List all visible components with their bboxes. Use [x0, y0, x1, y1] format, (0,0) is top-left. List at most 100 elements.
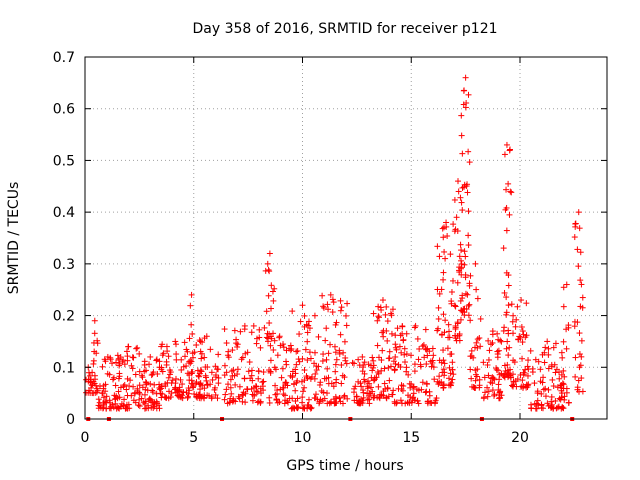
data-point: [563, 385, 570, 392]
data-point: [509, 318, 516, 325]
data-point: [457, 297, 464, 304]
data-point: [260, 369, 267, 376]
data-point: [350, 389, 357, 396]
data-point: [93, 350, 100, 357]
data-point: [358, 383, 365, 390]
data-point: [177, 393, 184, 400]
data-point: [237, 328, 244, 335]
data-point: [361, 370, 368, 377]
data-point: [441, 372, 448, 379]
data-point: [187, 302, 194, 309]
data-point: [496, 376, 503, 383]
data-point: [277, 342, 284, 349]
data-point: [257, 385, 264, 392]
data-point: [424, 352, 431, 359]
data-point: [153, 357, 160, 364]
data-point: [253, 383, 260, 390]
data-point: [511, 359, 518, 366]
data-point: [269, 288, 276, 295]
data-point: [294, 377, 301, 384]
data-point: [500, 245, 507, 252]
data-point: [263, 334, 270, 341]
data-point: [201, 354, 208, 361]
data-point: [516, 333, 523, 340]
data-point: [558, 349, 565, 356]
data-point: [550, 383, 557, 390]
data-point: [325, 306, 332, 313]
data-point: [308, 404, 315, 411]
data-point: [99, 363, 106, 370]
data-point: [254, 399, 261, 406]
data-point: [429, 359, 436, 366]
data-point: [465, 232, 472, 239]
data-point: [452, 226, 459, 233]
data-point: [495, 381, 502, 388]
data-point: [159, 352, 166, 359]
data-point: [371, 376, 378, 383]
data-point: [208, 369, 215, 376]
data-point: [370, 357, 377, 364]
data-point: [278, 374, 285, 381]
data-point: [428, 363, 435, 370]
data-point: [185, 385, 192, 392]
data-point: [459, 308, 466, 315]
data-point: [509, 371, 516, 378]
data-point-peak: [544, 338, 551, 345]
data-point: [560, 338, 567, 345]
data-point: [461, 261, 468, 268]
data-point: [487, 379, 494, 386]
data-point: [300, 388, 307, 395]
data-point: [169, 377, 176, 384]
data-point: [503, 311, 510, 318]
data-point: [505, 302, 512, 309]
data-point: [401, 351, 408, 358]
data-point: [575, 263, 582, 270]
data-point: [375, 303, 382, 310]
data-point-peak: [503, 141, 510, 148]
data-point: [324, 365, 331, 372]
data-point: [303, 373, 310, 380]
data-point: [90, 357, 97, 364]
data-point: [472, 371, 479, 378]
data-point: [164, 348, 171, 355]
data-point: [576, 364, 583, 371]
data-point: [448, 298, 455, 305]
data-point: [301, 377, 308, 384]
data-point-peak: [575, 209, 582, 216]
data-point: [266, 399, 273, 406]
data-point: [337, 331, 344, 338]
data-point-peak: [203, 333, 210, 340]
data-point: [498, 338, 505, 345]
data-point: [540, 374, 547, 381]
data-point: [215, 374, 222, 381]
data-point: [159, 368, 166, 375]
data-point: [390, 358, 397, 365]
data-point: [476, 334, 483, 341]
data-point: [454, 279, 461, 286]
data-point: [320, 303, 327, 310]
data-point: [360, 394, 367, 401]
data-point: [452, 326, 459, 333]
data-point: [542, 344, 549, 351]
data-point: [505, 180, 512, 187]
data-point: [134, 344, 141, 351]
data-point: [290, 380, 297, 387]
data-point: [477, 315, 484, 322]
data-point: [399, 323, 406, 330]
data-point: [204, 382, 211, 389]
data-point: [212, 374, 219, 381]
data-point: [383, 303, 390, 310]
data-point: [370, 310, 377, 317]
data-point: [553, 366, 560, 373]
data-point-peak: [563, 281, 570, 288]
data-point: [279, 365, 286, 372]
data-point: [147, 380, 154, 387]
data-point: [336, 350, 343, 357]
data-point: [416, 345, 423, 352]
data-point: [457, 241, 464, 248]
data-point: [386, 348, 393, 355]
data-point: [162, 383, 169, 390]
data-point: [229, 347, 236, 354]
data-point: [178, 366, 185, 373]
y-tick-label: 0.6: [53, 102, 75, 118]
